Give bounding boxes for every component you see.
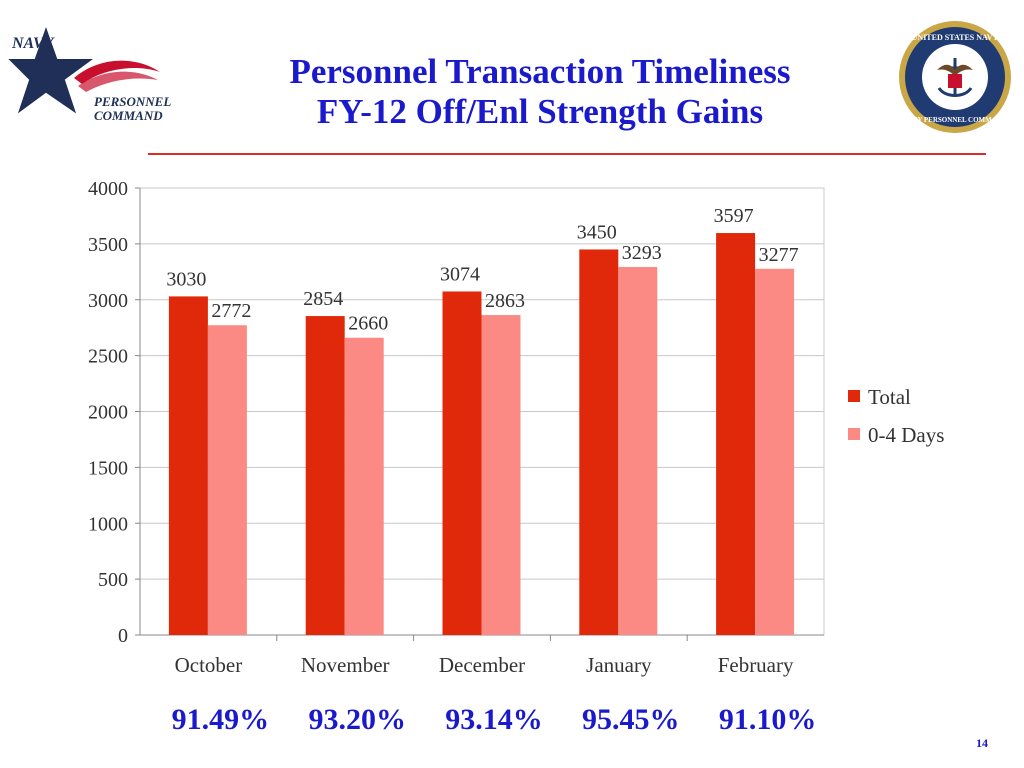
bar-0-4-days — [207, 325, 247, 635]
legend-swatch — [848, 390, 860, 402]
flag-stripe-icon — [78, 71, 158, 92]
bar-total — [579, 249, 619, 635]
y-tick-label: 3000 — [88, 290, 128, 312]
title-line-2: FY-12 Off/Enl Strength Gains — [316, 92, 764, 131]
timeliness-percentage: 91.49% — [171, 703, 270, 736]
title-divider — [148, 153, 986, 155]
y-tick-label: 1000 — [88, 513, 128, 535]
bar-total — [442, 291, 482, 635]
eagle-icon — [937, 64, 973, 76]
y-tick-label: 4000 — [88, 178, 128, 200]
bar-0-4-days — [755, 268, 795, 635]
y-tick-label: 0 — [118, 625, 128, 647]
timeliness-percentage: 91.10% — [718, 703, 817, 736]
timeliness-percentage: 93.14% — [445, 703, 543, 736]
bar-0-4-days — [618, 267, 658, 635]
bar-total — [168, 296, 208, 635]
seal-bottom-text: NAVY PERSONNEL COMMAND — [903, 116, 1007, 124]
x-tick-label: February — [718, 653, 794, 677]
timeliness-percentage: 93.20% — [308, 703, 406, 736]
y-tick-label: 2500 — [88, 346, 128, 368]
seal-top-text: UNITED STATES NAVY — [912, 33, 999, 42]
bar-0-4-days — [481, 315, 521, 635]
x-tick-label: October — [175, 653, 243, 677]
logo-personnel-text: PERSONNEL — [94, 94, 171, 109]
data-label: 3074 — [440, 263, 480, 285]
y-tick-label: 1500 — [88, 457, 128, 479]
bar-total — [305, 316, 345, 635]
data-label: 3450 — [577, 221, 617, 243]
bar-0-4-days — [344, 337, 384, 635]
page-number: 14 — [976, 736, 988, 750]
legend-label: 0-4 Days — [868, 423, 944, 447]
data-label: 3277 — [759, 244, 799, 266]
y-tick-label: 2000 — [88, 402, 128, 424]
x-tick-label: November — [301, 653, 390, 677]
shield-icon — [948, 74, 962, 88]
data-label: 3030 — [166, 268, 206, 290]
flag-stripe-icon — [74, 60, 160, 84]
data-label: 2660 — [348, 313, 388, 335]
timeliness-percentage: 95.45% — [582, 703, 680, 736]
logo-navy-text: NAVY — [11, 35, 55, 52]
bar-total — [716, 233, 756, 635]
data-label: 3293 — [622, 242, 662, 264]
navy-personnel-command-logo: NAVY PERSONNEL COMMAND — [3, 18, 188, 128]
bar-chart: 0 500 1000 1500 2000 2500 3000 3500 4000 30302772… — [88, 178, 944, 677]
navy-seal-logo: UNITED STATES NAVY NAVY PERSONNEL COMMAN… — [895, 18, 1015, 136]
y-tick-label: 500 — [98, 569, 128, 591]
slide-title: Personnel Transaction Timeliness FY-12 O… — [160, 52, 920, 132]
legend-swatch — [848, 428, 860, 440]
data-label: 2854 — [303, 288, 343, 310]
x-tick-label: January — [586, 653, 652, 677]
percentage-row: 91.49% 93.20% 93.14% 95.45% 91.10% — [0, 700, 1024, 740]
legend-label: Total — [868, 385, 911, 409]
data-label: 3597 — [714, 205, 754, 227]
data-label: 2772 — [211, 300, 251, 322]
title-line-1: Personnel Transaction Timeliness — [289, 52, 791, 91]
y-tick-label: 3500 — [88, 234, 128, 256]
star-icon — [3, 20, 100, 119]
x-tick-label: December — [439, 653, 525, 677]
data-label: 2863 — [485, 290, 525, 312]
logo-command-text: COMMAND — [94, 108, 163, 123]
